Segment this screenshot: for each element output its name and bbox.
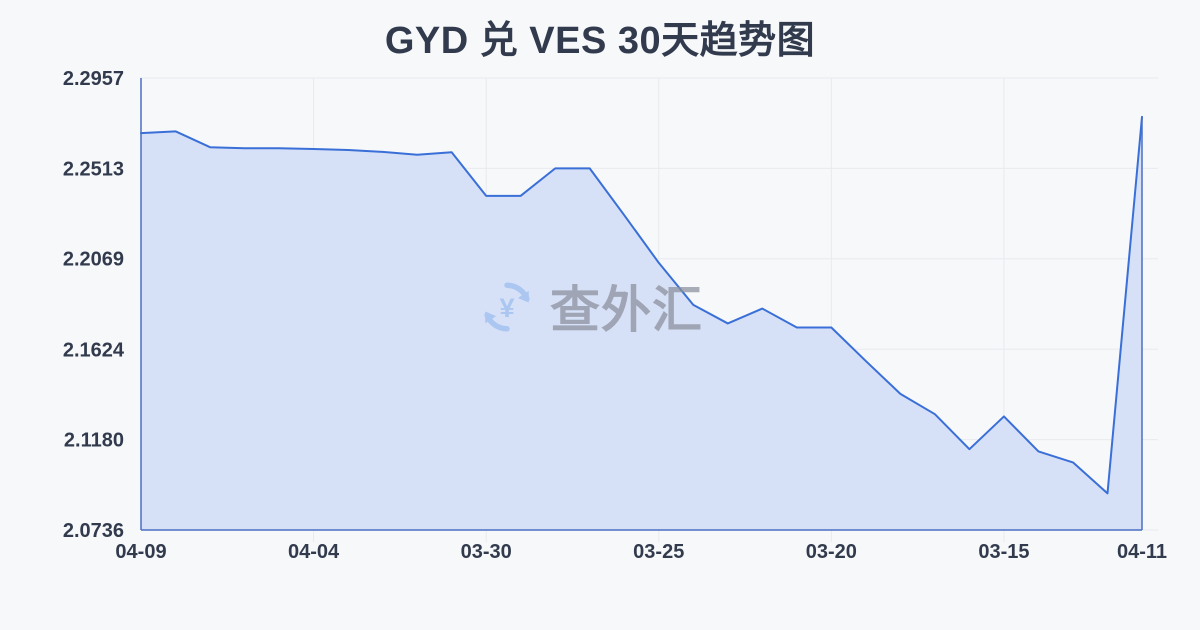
- x-axis-tick-label: 03-15: [978, 541, 1029, 563]
- x-axis-tick-label: 04-09: [115, 541, 166, 563]
- x-axis-tick-labels: 04-09 04-04 03-30 03-25 03-20 03-15 04-11: [115, 541, 1167, 563]
- y-axis-tick-label: 2.2957: [63, 68, 124, 90]
- x-axis-tick-label: 03-20: [806, 541, 857, 563]
- y-axis-tick-label: 2.0736: [63, 520, 124, 542]
- x-axis-tick-label: 04-11: [1117, 541, 1167, 563]
- y-axis-tick-label: 2.1624: [63, 339, 125, 361]
- y-axis-tick-label: 2.1180: [64, 430, 124, 452]
- y-axis-tick-labels: 2.2957 2.2513 2.2069 2.1624 2.1180 2.0736: [63, 68, 125, 542]
- y-axis-tick-label: 2.2069: [63, 249, 124, 271]
- x-axis-tick-label: 03-30: [461, 541, 512, 563]
- chart-area-fill: [141, 116, 1142, 531]
- x-axis-tick-label: 03-25: [633, 541, 684, 563]
- chart-line-series: [140, 115, 1143, 495]
- page-title: GYD 兑 VES 30天趋势图: [384, 20, 816, 62]
- y-axis-tick-label: 2.2513: [63, 158, 124, 180]
- x-axis-tick-label: 04-04: [288, 541, 340, 563]
- chart-axes: [140, 78, 1143, 531]
